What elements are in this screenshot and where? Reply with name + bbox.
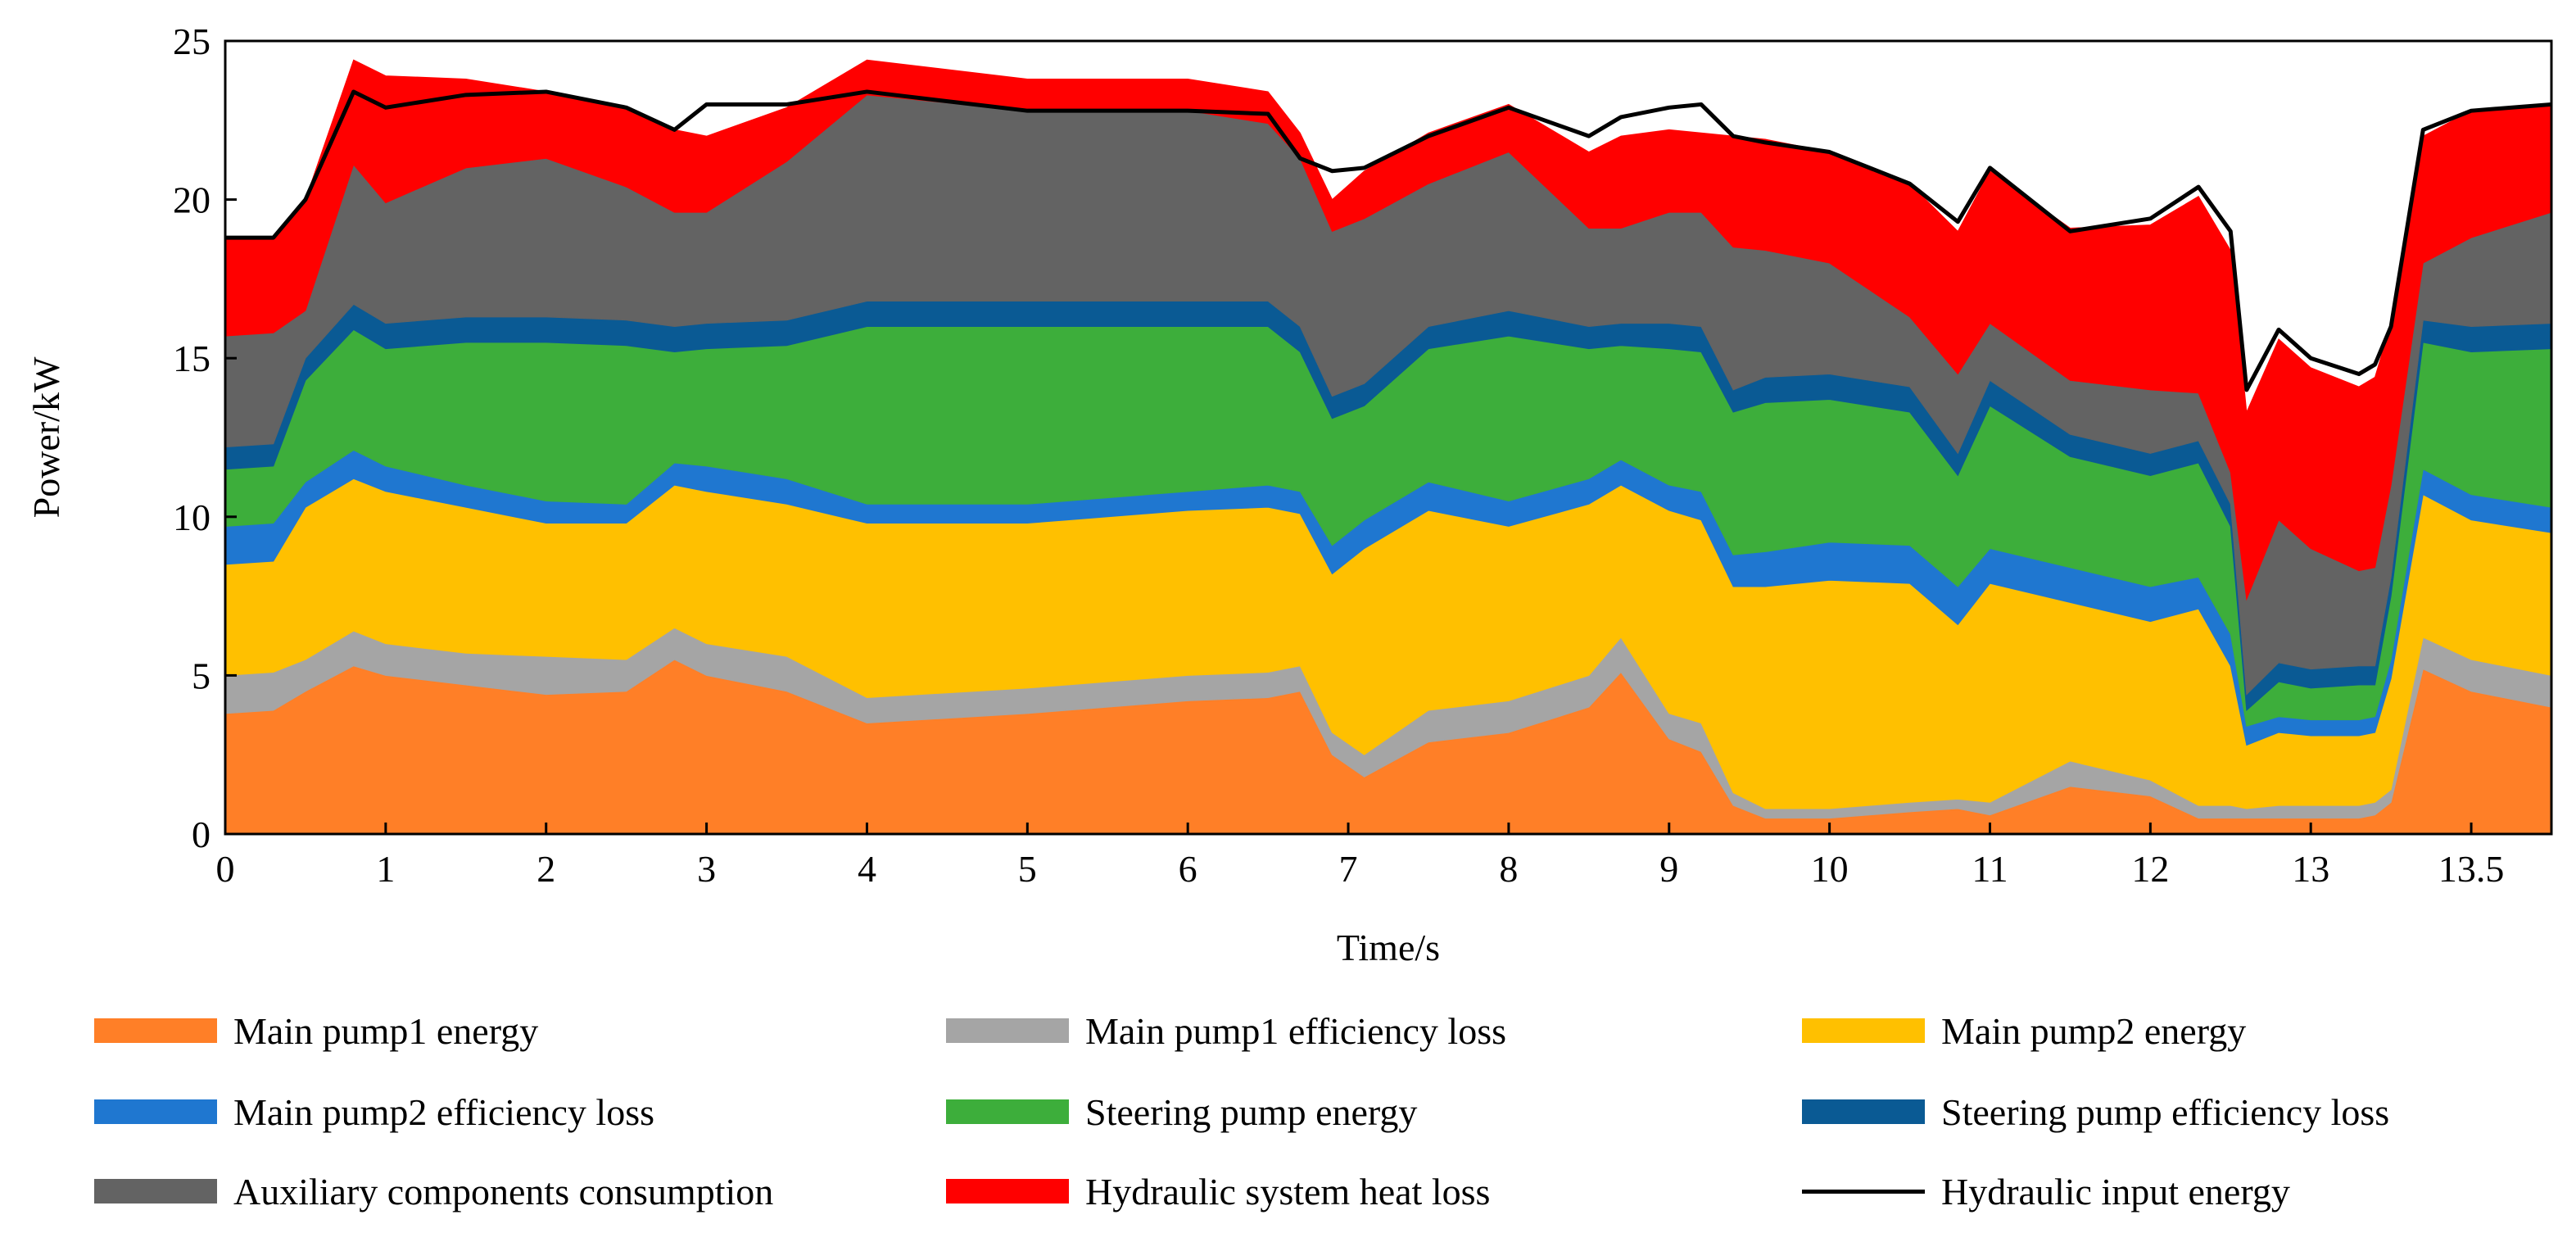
legend-label: Steering pump efficiency loss — [1941, 1090, 2390, 1133]
x-tick-label: 6 — [1179, 848, 1197, 890]
legend-item-steering-pump-loss: Steering pump efficiency loss — [1802, 1087, 2389, 1136]
y-tick-label: 10 — [173, 496, 211, 538]
x-tick-label: 10 — [1811, 848, 1849, 890]
x-tick-label: 2 — [536, 848, 555, 890]
stacked-areas — [224, 59, 2552, 835]
legend-item-hydraulic-input-energy: Hydraulic input energy — [1802, 1167, 2290, 1216]
legend-swatch — [1802, 1018, 1925, 1043]
legend-swatch — [94, 1099, 217, 1124]
legend-label: Steering pump energy — [1085, 1090, 1418, 1133]
legend-label: Main pump2 efficiency loss — [233, 1090, 654, 1133]
legend-item-main-pump1-energy: Main pump1 energy — [94, 1006, 538, 1055]
legend-label: Main pump2 energy — [1941, 1009, 2247, 1052]
y-tick-label: 5 — [192, 655, 211, 696]
y-tick-label: 15 — [173, 338, 211, 379]
legend-label: Hydraulic input energy — [1941, 1170, 2290, 1213]
y-axis-title: Power/kW — [25, 356, 67, 518]
x-tick-label: 4 — [858, 848, 876, 890]
y-tick-label: 25 — [173, 20, 211, 62]
x-tick-label: 8 — [1499, 848, 1518, 890]
legend: Main pump1 energy Main pump1 efficiency … — [0, 1006, 2576, 1227]
x-tick-label: 5 — [1018, 848, 1037, 890]
y-tick-label: 20 — [173, 179, 211, 221]
x-axis-title: Time/s — [1337, 927, 1440, 968]
y-axis-ticks: 0 5 10 15 20 25 — [173, 20, 237, 855]
legend-item-main-pump2-loss: Main pump2 efficiency loss — [94, 1087, 654, 1136]
legend-item-auxiliary-consumption: Auxiliary components consumption — [94, 1167, 773, 1216]
legend-line-swatch — [1802, 1189, 1925, 1194]
legend-swatch — [946, 1018, 1069, 1043]
x-tick-label: 11 — [1972, 848, 2008, 890]
x-tick-label: 1 — [376, 848, 395, 890]
input-energy-line-group — [225, 89, 2552, 392]
line-hydraulic-input-energy — [225, 89, 2552, 392]
legend-item-heat-loss: Hydraulic system heat loss — [946, 1167, 1490, 1216]
legend-item-main-pump1-loss: Main pump1 efficiency loss — [946, 1006, 1506, 1055]
legend-label: Hydraulic system heat loss — [1085, 1170, 1491, 1213]
legend-label: Main pump1 energy — [233, 1009, 539, 1052]
x-tick-label: 13.5 — [2438, 848, 2505, 890]
plot-frame — [224, 39, 2553, 836]
legend-label: Auxiliary components consumption — [233, 1170, 774, 1213]
x-tick-label: 3 — [697, 848, 716, 890]
y-tick-label: 0 — [192, 814, 211, 855]
x-tick-label: 13 — [2292, 848, 2329, 890]
x-tick-label: 12 — [2131, 848, 2169, 890]
legend-swatch — [94, 1179, 217, 1203]
legend-item-main-pump2-energy: Main pump2 energy — [1802, 1006, 2246, 1055]
x-tick-label: 7 — [1339, 848, 1358, 890]
legend-swatch — [946, 1179, 1069, 1203]
legend-swatch — [946, 1099, 1069, 1124]
legend-label: Main pump1 efficiency loss — [1085, 1009, 1506, 1052]
legend-swatch — [94, 1018, 217, 1043]
legend-swatch — [1802, 1099, 1925, 1124]
x-axis-ticks: 0 1 2 3 4 5 6 7 8 9 10 11 12 13 13.5 — [216, 823, 2505, 890]
x-tick-label: 9 — [1659, 848, 1678, 890]
legend-item-steering-pump-energy: Steering pump energy — [946, 1087, 1417, 1136]
x-tick-label: 0 — [216, 848, 235, 890]
